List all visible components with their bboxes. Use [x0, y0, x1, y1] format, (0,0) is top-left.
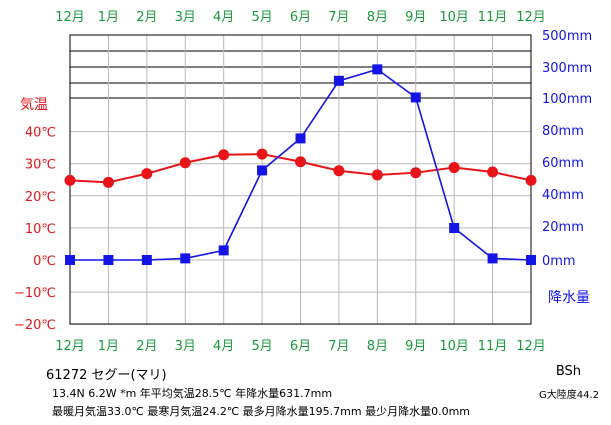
left-tick-label: 30℃: [25, 158, 56, 173]
month-label-bottom: 4月: [213, 339, 234, 354]
month-label-bottom: 6月: [290, 339, 311, 354]
axis-labels: 12月 12月 1月 1月 2月 2月 3月 3月 4月 4月 5月 5月 6月 6月 7月 7月 8月 8月 9月…: [14, 10, 592, 354]
precipitation-series: [65, 64, 536, 265]
precipitation-point: [103, 255, 114, 265]
temperature-point: [371, 169, 383, 181]
precipitation-point: [295, 133, 306, 144]
station-summary: 13.4N 6.2W *m 年平均気温28.5℃ 年降水量631.7mm: [52, 387, 333, 400]
month-label-top: 10月: [439, 10, 469, 25]
grid: [70, 35, 531, 325]
right-axis-title: 降水量: [548, 290, 590, 306]
precipitation-point: [487, 253, 498, 264]
temperature-point: [218, 149, 230, 161]
precipitation-point: [526, 255, 536, 265]
month-label-top: 8月: [367, 10, 388, 25]
temperature-point: [256, 148, 268, 160]
temperature-point: [179, 157, 191, 169]
precipitation-point: [218, 245, 229, 256]
precipitation-point: [65, 255, 75, 265]
precipitation-point: [257, 165, 268, 176]
month-label-top: 1月: [98, 10, 119, 25]
station-name: 61272 セグー(マリ): [46, 368, 167, 383]
temperature-point: [102, 176, 114, 188]
month-label-top: 3月: [175, 10, 196, 25]
precipitation-point: [180, 253, 191, 264]
month-label-bottom: 3月: [175, 339, 196, 354]
left-tick-label: 20℃: [25, 190, 56, 205]
right-tick-label: 500mm: [542, 29, 592, 44]
month-label-bottom: 5月: [251, 339, 272, 354]
month-label-top: 4月: [213, 10, 234, 25]
month-label-bottom: 9月: [405, 339, 426, 354]
left-tick-label: 10℃: [25, 222, 56, 237]
precipitation-point: [372, 64, 383, 75]
left-tick-label: −10℃: [14, 286, 56, 301]
right-tick-label: 300mm: [542, 61, 592, 76]
right-tick-label: 40mm: [542, 188, 584, 203]
right-tick-label: 20mm: [542, 220, 584, 235]
left-tick-label: 0℃: [33, 254, 56, 269]
month-label-top: 11月: [478, 10, 508, 25]
left-tick-label: 40℃: [25, 126, 56, 141]
right-tick-label: 80mm: [542, 124, 584, 139]
precipitation-point: [141, 255, 152, 265]
precipitation-point: [333, 75, 344, 86]
month-label-top: 6月: [290, 10, 311, 25]
temperature-point: [141, 168, 153, 180]
month-label-top: 2月: [136, 10, 157, 25]
month-label-bottom: 1月: [98, 339, 119, 354]
temperature-point: [64, 174, 76, 186]
month-label-bottom: 11月: [478, 339, 508, 354]
right-tick-label: 0mm: [542, 254, 576, 269]
month-label-bottom: 7月: [328, 339, 349, 354]
station-extremes: 最暖月気温33.0℃ 最寒月気温24.2℃ 最多月降水量195.7mm 最少月降…: [52, 405, 471, 418]
right-tick-label: 60mm: [542, 156, 584, 171]
precipitation-point: [449, 223, 460, 233]
climate-classification: BSh: [555, 364, 581, 379]
month-label-top: 12月: [516, 10, 546, 25]
month-label-bottom: 12月: [516, 339, 546, 354]
month-label-top: 9月: [405, 10, 426, 25]
left-tick-label: −20℃: [14, 318, 56, 333]
month-label-top: 5月: [251, 10, 272, 25]
temperature-series: [64, 148, 537, 188]
left-axis-title: 気温: [20, 97, 48, 113]
right-tick-label: 100mm: [542, 92, 592, 107]
month-label-bottom: 10月: [439, 339, 469, 354]
month-label-bottom: 2月: [136, 339, 157, 354]
precipitation-point: [410, 92, 421, 103]
temperature-point: [333, 165, 345, 177]
month-label-bottom: 12月: [55, 339, 85, 354]
temperature-point: [295, 156, 306, 168]
continentality-index: G大陸度44.2: [538, 390, 599, 401]
month-label-top: 7月: [328, 10, 349, 25]
temperature-point: [410, 167, 422, 179]
month-label-bottom: 8月: [367, 339, 388, 354]
temperature-point: [448, 162, 460, 174]
temperature-point: [487, 166, 499, 178]
temperature-point: [525, 174, 537, 186]
month-label-top: 12月: [55, 10, 85, 25]
